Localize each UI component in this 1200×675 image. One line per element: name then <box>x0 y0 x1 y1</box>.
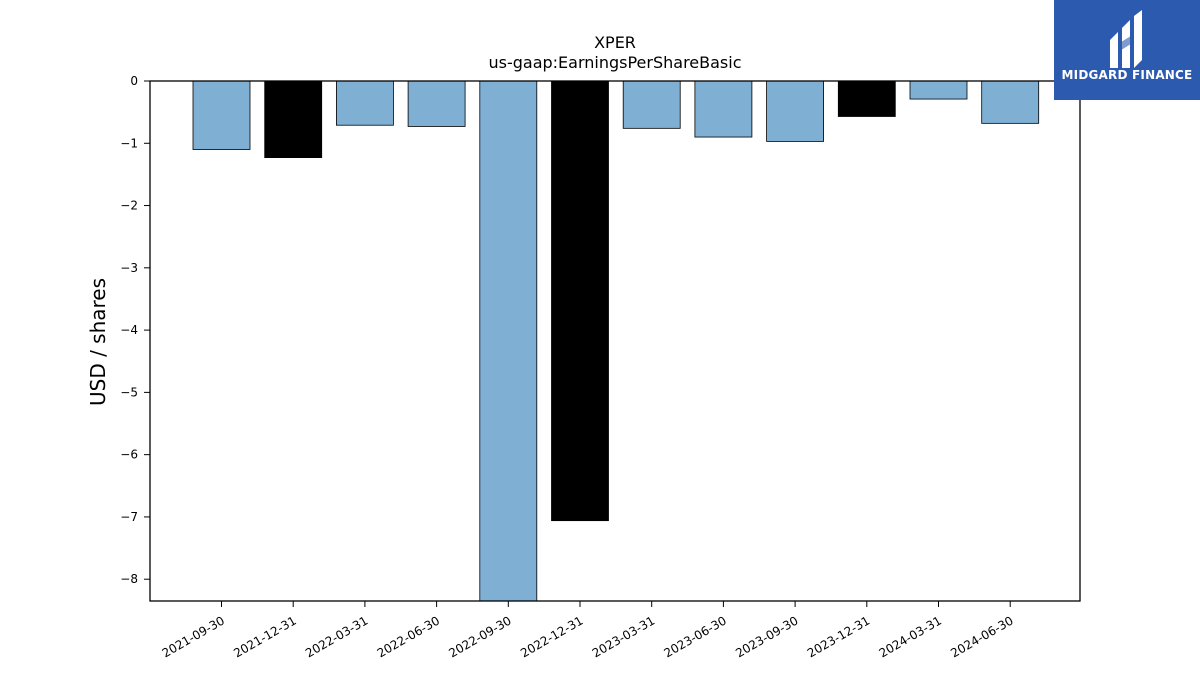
y-ticks-group: 0 −1 −2 −3 −4 −5 −6 −7 −8 <box>120 74 150 586</box>
y-tick-label: −8 <box>120 572 138 586</box>
x-tick-label: 2022-12-31 <box>518 613 585 660</box>
y-tick-label: 0 <box>130 74 138 88</box>
x-tick-label: 2023-06-30 <box>661 613 728 660</box>
x-tick-label: 2022-09-30 <box>446 613 513 660</box>
bar-2022-09-30 <box>479 80 538 602</box>
y-tick-label: −1 <box>120 136 138 150</box>
plot-frame <box>149 80 1081 602</box>
bar-2022-12-31 <box>551 80 609 522</box>
bar-2023-12-31 <box>837 80 896 117</box>
x-tick-label: 2023-12-31 <box>805 613 872 660</box>
x-tick-label: 2021-09-30 <box>160 613 227 660</box>
bar-2023-03-31 <box>622 80 681 129</box>
y-tick-label: −2 <box>120 199 138 213</box>
x-tick-label: 2024-03-31 <box>877 613 944 660</box>
y-tick-label: −4 <box>120 323 138 337</box>
y-tick-label: −6 <box>120 448 138 462</box>
x-tick-label: 2023-09-30 <box>733 613 800 660</box>
brand-logo: MIDGARD FINANCE <box>1054 0 1200 100</box>
bar-2024-06-30 <box>981 80 1040 124</box>
chart-subtitle: us-gaap:EarningsPerShareBasic <box>488 53 741 72</box>
bar-2022-03-31 <box>335 80 394 126</box>
brand-name: MIDGARD FINANCE <box>1061 68 1193 82</box>
y-tick-label: −3 <box>120 261 138 275</box>
bar-2022-06-30 <box>407 80 466 127</box>
x-tick-label: 2023-03-31 <box>590 613 657 660</box>
x-tick-label: 2021-12-31 <box>231 613 298 660</box>
x-ticks-group: 2021-09-30 2021-12-31 2022-03-31 2022-06-30… <box>160 601 1016 660</box>
x-tick-label: 2022-03-31 <box>303 613 370 660</box>
bar-2021-12-31 <box>264 80 323 158</box>
y-axis-label: USD / shares <box>86 278 110 406</box>
bar-2021-09-30 <box>192 80 251 150</box>
brand-mark-icon <box>1110 10 1142 68</box>
bars-group <box>192 80 1040 602</box>
x-tick-label: 2022-06-30 <box>375 613 442 660</box>
bar-2023-06-30 <box>694 80 753 138</box>
x-tick-label: 2024-06-30 <box>948 613 1015 660</box>
bar-2023-09-30 <box>766 80 824 142</box>
chart-title: XPER <box>594 33 636 52</box>
y-tick-label: −5 <box>120 385 138 399</box>
y-tick-label: −7 <box>120 510 138 524</box>
bar-2024-03-31 <box>909 80 968 100</box>
